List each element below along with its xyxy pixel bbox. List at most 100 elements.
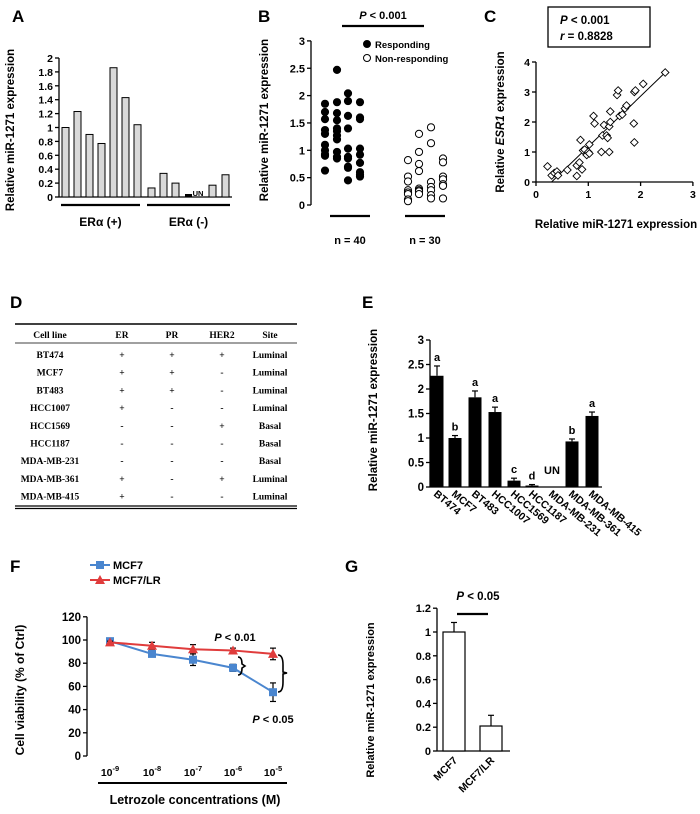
table-cell: BT474 xyxy=(37,351,64,361)
panel-e-y-label: Relative miR-1271 expression xyxy=(368,329,380,491)
panel-c-x-tick-label: 1 xyxy=(585,189,591,201)
panel-f-y-tick-label: 20 xyxy=(68,728,81,740)
panel-b-y-tick-label: 1 xyxy=(299,145,305,157)
panel-label-A: A xyxy=(12,7,24,26)
diamond-point xyxy=(590,119,600,128)
responding-point xyxy=(320,151,330,160)
bar xyxy=(73,111,82,198)
legend-label: MCF7/LR xyxy=(113,575,161,587)
p-letter: P xyxy=(214,632,222,644)
table-header: HER2 xyxy=(209,331,235,341)
significance-letter: a xyxy=(492,393,499,405)
panel-label-C: C xyxy=(484,7,496,26)
panel-a-y-tick-label: 0.6 xyxy=(38,150,53,162)
table-cell: MDA-MB-415 xyxy=(21,493,80,503)
diamond-point xyxy=(584,149,594,158)
table-cell: + xyxy=(219,475,224,485)
panel-label-D: D xyxy=(10,293,22,312)
responding-point xyxy=(343,163,353,172)
diamond-point xyxy=(630,86,640,95)
significance-letter: a xyxy=(589,398,596,410)
panel-c-y-tick-label: 1 xyxy=(524,147,530,159)
diamond-point xyxy=(622,101,631,110)
diamond-point xyxy=(577,164,587,174)
table-cell: - xyxy=(120,440,123,450)
x-tick-label: 10-6 xyxy=(224,764,242,779)
table-cell: Basal xyxy=(259,422,282,432)
table-cell: - xyxy=(120,422,123,432)
panel-e-y-tick-label: 0 xyxy=(418,482,424,494)
panel-c-x-label: Relative miR-1271 expression xyxy=(535,219,697,231)
undetected-label: UN xyxy=(193,189,204,198)
panel-b-y-tick-label: 0.5 xyxy=(290,173,305,185)
bar xyxy=(97,142,106,198)
triangle-marker xyxy=(228,645,238,655)
significance-bracket xyxy=(237,656,247,676)
panel-label-B: B xyxy=(258,7,270,26)
non-responding-point xyxy=(414,166,424,176)
table-cell: - xyxy=(220,457,223,467)
diamond-point xyxy=(553,170,563,180)
panel-g-y-tick-label: 0.4 xyxy=(416,698,432,710)
bar xyxy=(448,438,462,487)
panel-f-y-tick-label: 100 xyxy=(62,635,81,647)
table-cell: + xyxy=(119,493,124,503)
bar xyxy=(171,182,180,198)
table-cell: + xyxy=(169,351,174,361)
non-responding-point xyxy=(438,181,448,190)
undetected-label: UN xyxy=(544,465,560,477)
panel-c-x-tick-label: 3 xyxy=(690,189,696,201)
non-responding-point xyxy=(426,123,436,132)
p-letter: P xyxy=(359,10,367,22)
bar xyxy=(479,725,503,752)
table-cell: Basal xyxy=(259,457,282,467)
panel-a-y-tick-label: 0.8 xyxy=(38,136,53,148)
significance-letter: a xyxy=(434,352,441,364)
non-responding-point xyxy=(403,177,413,186)
panel-g-y-tick-label: 0.6 xyxy=(416,675,431,687)
diamond-point xyxy=(604,147,614,157)
square-marker xyxy=(229,663,237,672)
significance-letter: b xyxy=(569,425,576,437)
panel-c-x-tick-label: 2 xyxy=(638,189,644,201)
panel-c-y-label: Relative ESR1 expression xyxy=(495,51,507,192)
panel-a-y-tick-label: 1 xyxy=(47,123,53,135)
p-value: P < 0.001 xyxy=(359,10,406,22)
panel-a-y-tick-label: 0.4 xyxy=(38,164,53,176)
x-tick-base: 10 xyxy=(143,767,155,779)
diamond-point xyxy=(617,110,627,119)
bar xyxy=(147,187,156,198)
p-value: P < 0.05 xyxy=(456,591,500,603)
diamond-point xyxy=(599,120,609,130)
legend-label: Responding xyxy=(375,40,430,51)
responding-point xyxy=(332,98,342,107)
bar xyxy=(468,397,482,487)
x-tick-label: 10-5 xyxy=(264,764,282,779)
table-cell: + xyxy=(219,351,224,361)
panel-a-y-tick-label: 2 xyxy=(47,53,53,65)
bar xyxy=(488,412,502,487)
table-cell: - xyxy=(220,440,223,450)
n-label: n = 40 xyxy=(334,235,366,247)
x-tick-label: 10-7 xyxy=(184,764,202,779)
panel-g-y-tick-label: 0.2 xyxy=(416,722,431,734)
table-cell: MDA-MB-231 xyxy=(21,457,80,467)
p-value: P < 0.01 xyxy=(214,632,255,644)
triangle-marker xyxy=(268,648,278,658)
panel-a-y-tick-label: 1.4 xyxy=(38,95,53,107)
group-label: ERα (+) xyxy=(79,215,121,229)
panel-f-y-label: Cell viability (% of Ctrl) xyxy=(13,625,27,756)
responding-point xyxy=(343,111,353,120)
bar xyxy=(221,174,230,198)
responding-point xyxy=(355,158,365,167)
bar xyxy=(430,375,444,487)
stat-symbol: r xyxy=(560,31,565,43)
diamond-point xyxy=(638,79,648,89)
non-responding-point xyxy=(414,147,424,157)
table-cell: - xyxy=(170,457,173,467)
non-responding-point xyxy=(403,156,413,165)
responding-point xyxy=(332,116,342,125)
panel-e-y-tick-label: 2.5 xyxy=(408,360,425,372)
significance-letter: b xyxy=(452,422,459,434)
panel-e-y-tick-label: 2 xyxy=(418,384,424,396)
